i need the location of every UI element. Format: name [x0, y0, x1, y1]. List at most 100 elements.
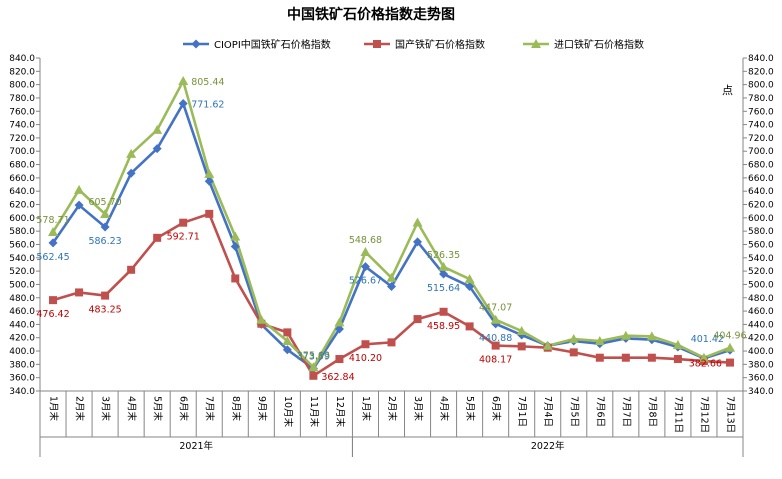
data-point-square: [101, 291, 110, 300]
data-point-square: [75, 288, 84, 297]
y-tick-label-left: 560.0: [9, 240, 35, 250]
x-tick-label: 6月末: [490, 396, 502, 422]
data-point-triangle: [204, 168, 215, 178]
data-point-square: [309, 371, 318, 380]
y-tick-label-right: 780.0: [748, 94, 774, 104]
data-point-square: [413, 315, 422, 324]
chart-title: 中国铁矿石价格指数走势图: [287, 6, 455, 23]
y-tick-label-left: 740.0: [9, 121, 35, 131]
data-point-square: [725, 358, 734, 367]
data-label: 562.45: [36, 252, 69, 263]
data-point-triangle: [256, 314, 267, 324]
data-point-square: [673, 355, 682, 364]
x-tick-label: 5月末: [464, 396, 476, 422]
y-tick-label-left: 460.0: [9, 307, 35, 317]
data-label: 526.35: [427, 250, 460, 261]
legend-label: 国产铁矿石价格指数: [395, 38, 485, 51]
x-tick-label: 7月5日: [568, 396, 579, 427]
y-tick-label-left: 680.0: [9, 161, 35, 171]
y-tick-label-left: 820.0: [9, 67, 35, 77]
data-point-triangle: [282, 336, 293, 346]
y-tick-label-right: 380.0: [748, 360, 774, 370]
data-point-square: [205, 209, 214, 218]
data-label: 401.42: [691, 334, 724, 345]
x-tick-label: 7月7日: [620, 396, 631, 427]
x-tick-label: 4月末: [126, 396, 138, 422]
data-point-triangle: [698, 352, 709, 362]
x-tick-label: 11月末: [308, 396, 320, 428]
data-label: 526.67: [349, 276, 382, 287]
y-tick-label-right: 340.0: [748, 387, 774, 397]
data-point-diamond: [74, 200, 84, 210]
y-tick-label-left: 360.0: [9, 374, 35, 384]
legend-label: 进口铁矿石价格指数: [554, 38, 644, 51]
data-point-square: [231, 274, 240, 283]
y-tick-label-right: 580.0: [748, 227, 774, 237]
data-point-triangle: [100, 209, 111, 219]
data-label: 605.70: [88, 197, 121, 208]
data-point-triangle: [620, 330, 631, 340]
data-point-diamond: [204, 176, 214, 186]
x-tick-label: 6月末: [178, 396, 190, 422]
x-tick-label: 7月末: [204, 396, 216, 422]
data-label: 592.71: [167, 232, 200, 243]
y-tick-label-left: 420.0: [9, 334, 35, 344]
x-tick-label: 3月末: [412, 396, 424, 422]
data-label: 586.23: [88, 236, 121, 247]
x-tick-label: 7月13日: [724, 396, 735, 433]
data-point-triangle: [594, 336, 605, 346]
data-point-square: [361, 340, 370, 349]
data-point-diamond: [334, 324, 344, 334]
y-tick-label-right: 720.0: [748, 134, 774, 144]
data-point-triangle: [308, 362, 319, 372]
year-group-label: 2021年: [179, 440, 213, 452]
y-tick-label-right: 640.0: [748, 187, 774, 197]
x-tick-label: 7月6日: [594, 396, 605, 427]
x-tick-label: 5月末: [152, 396, 164, 422]
data-point-triangle: [126, 148, 137, 158]
data-point-square: [283, 328, 292, 337]
data-label: 404.96: [713, 331, 746, 342]
y-tick-label-left: 600.0: [9, 214, 35, 224]
y-tick-label-right: 820.0: [748, 67, 774, 77]
legend-marker-triangle: [531, 39, 541, 48]
unit-label: 点: [722, 84, 733, 97]
series-line-3: [51, 79, 731, 369]
y-tick-label-left: 500.0: [9, 280, 35, 290]
data-point-diamond: [152, 144, 162, 154]
y-tick-label-right: 680.0: [748, 161, 774, 171]
y-tick-label-left: 620.0: [9, 201, 35, 211]
data-label: 410.20: [349, 353, 382, 364]
data-point-triangle: [386, 272, 397, 282]
data-point-triangle: [464, 274, 475, 284]
x-tick-label: 7月11日: [672, 396, 683, 433]
data-point-triangle: [516, 326, 527, 336]
data-point-square: [179, 218, 188, 227]
y-tick-label-left: 760.0: [9, 107, 35, 117]
y-tick-label-left: 380.0: [9, 360, 35, 370]
data-point-square: [153, 233, 162, 242]
y-tick-label-left: 660.0: [9, 174, 35, 184]
data-point-triangle: [178, 76, 189, 86]
legend: CIOPI中国铁矿石价格指数 国产铁矿石价格指数 进口铁矿石价格指数: [183, 38, 644, 51]
x-tick-label: 4月末: [438, 396, 450, 422]
data-point-square: [647, 353, 656, 362]
data-label: 515.64: [427, 283, 460, 294]
y-tick-label-right: 460.0: [748, 307, 774, 317]
data-point-triangle: [568, 334, 579, 344]
data-point-triangle: [152, 124, 163, 134]
y-tick-label-right: 660.0: [748, 174, 774, 184]
legend-marker-diamond: [191, 39, 201, 49]
x-tick-label: 3月末: [100, 396, 112, 422]
x-tick-label: 1月末: [360, 396, 372, 422]
plot-area: 340.0 340.0 360.0 360.0 380.0 380.0 400.0 400.0…: [9, 54, 774, 457]
y-tick-label-left: 800.0: [9, 81, 35, 91]
data-label: 458.95: [427, 321, 460, 332]
data-point-diamond: [387, 281, 396, 291]
data-point-diamond: [126, 168, 136, 178]
y-tick-label-left: 720.0: [9, 134, 35, 144]
y-tick-label-left: 780.0: [9, 94, 35, 104]
y-tick-label-left: 640.0: [9, 187, 35, 197]
data-label: 373.59: [297, 352, 330, 363]
